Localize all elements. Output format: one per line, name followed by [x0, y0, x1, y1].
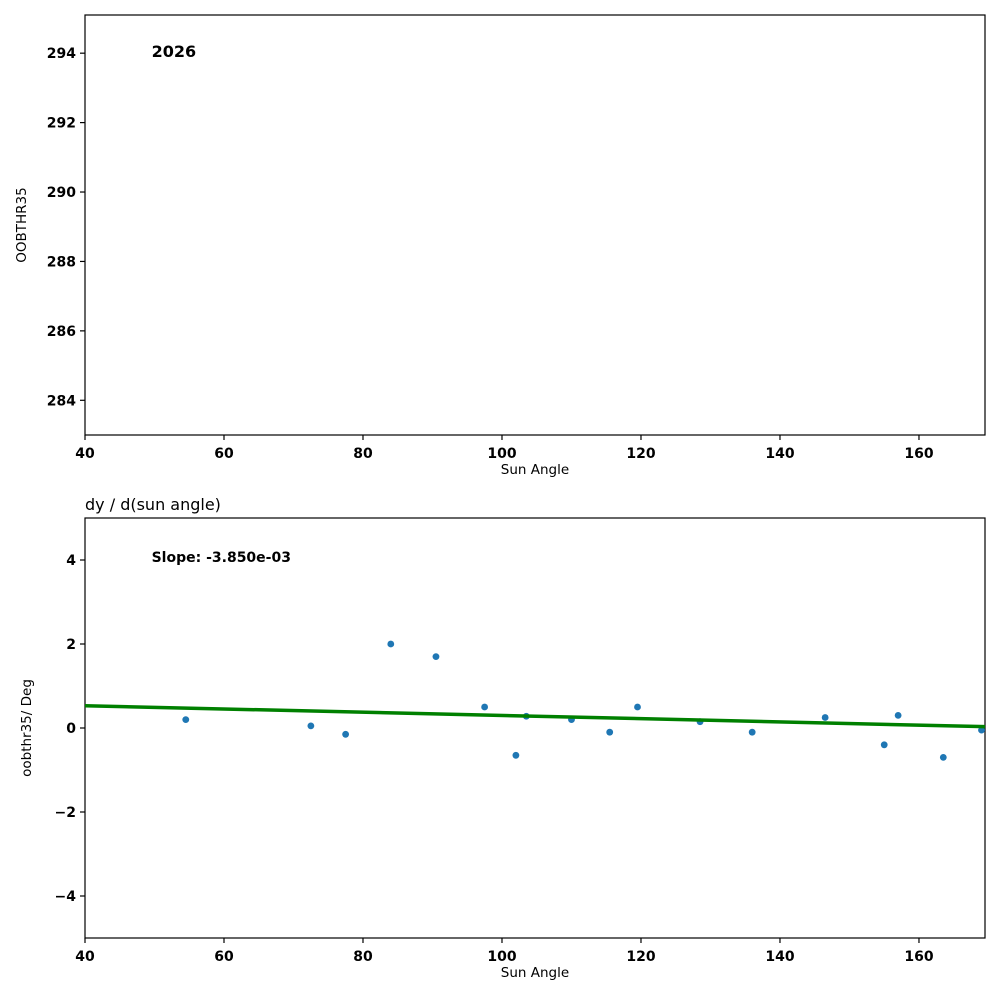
y-tick-label: 2	[66, 637, 76, 653]
x-tick-label: 120	[626, 949, 655, 965]
y-tick-label: 294	[47, 46, 76, 62]
data-point	[939, 754, 947, 761]
data-point	[387, 640, 395, 648]
data-point	[880, 741, 888, 749]
x-tick-label: 80	[353, 446, 373, 462]
data-point	[634, 703, 641, 711]
plot-border	[84, 517, 986, 939]
top-chart: 40 60 80 100 120 140 160 284 286 288 290 292 294 Sun …	[14, 14, 986, 478]
x-tick-label: 140	[765, 949, 794, 965]
data-point	[894, 712, 902, 719]
x-tick-label: 120	[626, 446, 655, 462]
x-tick-label: 60	[214, 949, 234, 965]
x-tick-label: 40	[75, 446, 95, 462]
data-point	[342, 730, 350, 738]
data-point	[978, 726, 985, 734]
plot-border	[84, 14, 986, 436]
y-tick-label: 290	[47, 185, 76, 201]
annotation-top: 2026	[152, 42, 197, 61]
y-tick-label: 0	[66, 721, 76, 737]
data-point	[432, 653, 440, 660]
data-point	[182, 716, 190, 723]
chart-title: dy / d(sun angle)	[85, 495, 221, 514]
y-tick-label: 288	[47, 254, 76, 270]
y-tick-label: 286	[47, 324, 76, 340]
y-tick-label: −4	[55, 889, 77, 905]
y-tick-label: 292	[47, 116, 76, 132]
data-point	[307, 722, 315, 730]
fit-line	[84, 703, 986, 729]
x-tick-label: 100	[487, 446, 516, 462]
x-tick-label: 60	[214, 446, 234, 462]
x-axis-label: Sun Angle	[501, 965, 569, 981]
data-point	[748, 728, 756, 736]
data-point	[512, 751, 520, 759]
x-tick-label: 80	[353, 949, 373, 965]
data-point	[606, 728, 614, 736]
bottom-chart: 40 60 80 100 120 140 160 −4 −2 0 2 4 Sun Angle oobthr…	[19, 495, 986, 981]
data-point	[821, 714, 829, 721]
x-tick-label: 140	[765, 446, 794, 462]
annotation-bottom: Slope: -3.850e-03	[152, 550, 291, 566]
y-axis-label: oobthr35/ Deg	[19, 679, 35, 777]
x-axis-label: Sun Angle	[501, 462, 569, 478]
x-tick-label: 160	[904, 446, 933, 462]
x-tick-label: 100	[487, 949, 516, 965]
y-tick-label: 4	[66, 553, 76, 569]
y-axis-label: OOBTHR35	[14, 187, 30, 262]
data-point	[481, 703, 489, 711]
y-tick-label: −2	[55, 805, 76, 821]
x-tick-label: 40	[75, 949, 95, 965]
y-tick-label: 284	[47, 393, 76, 409]
x-tick-label: 160	[904, 949, 933, 965]
